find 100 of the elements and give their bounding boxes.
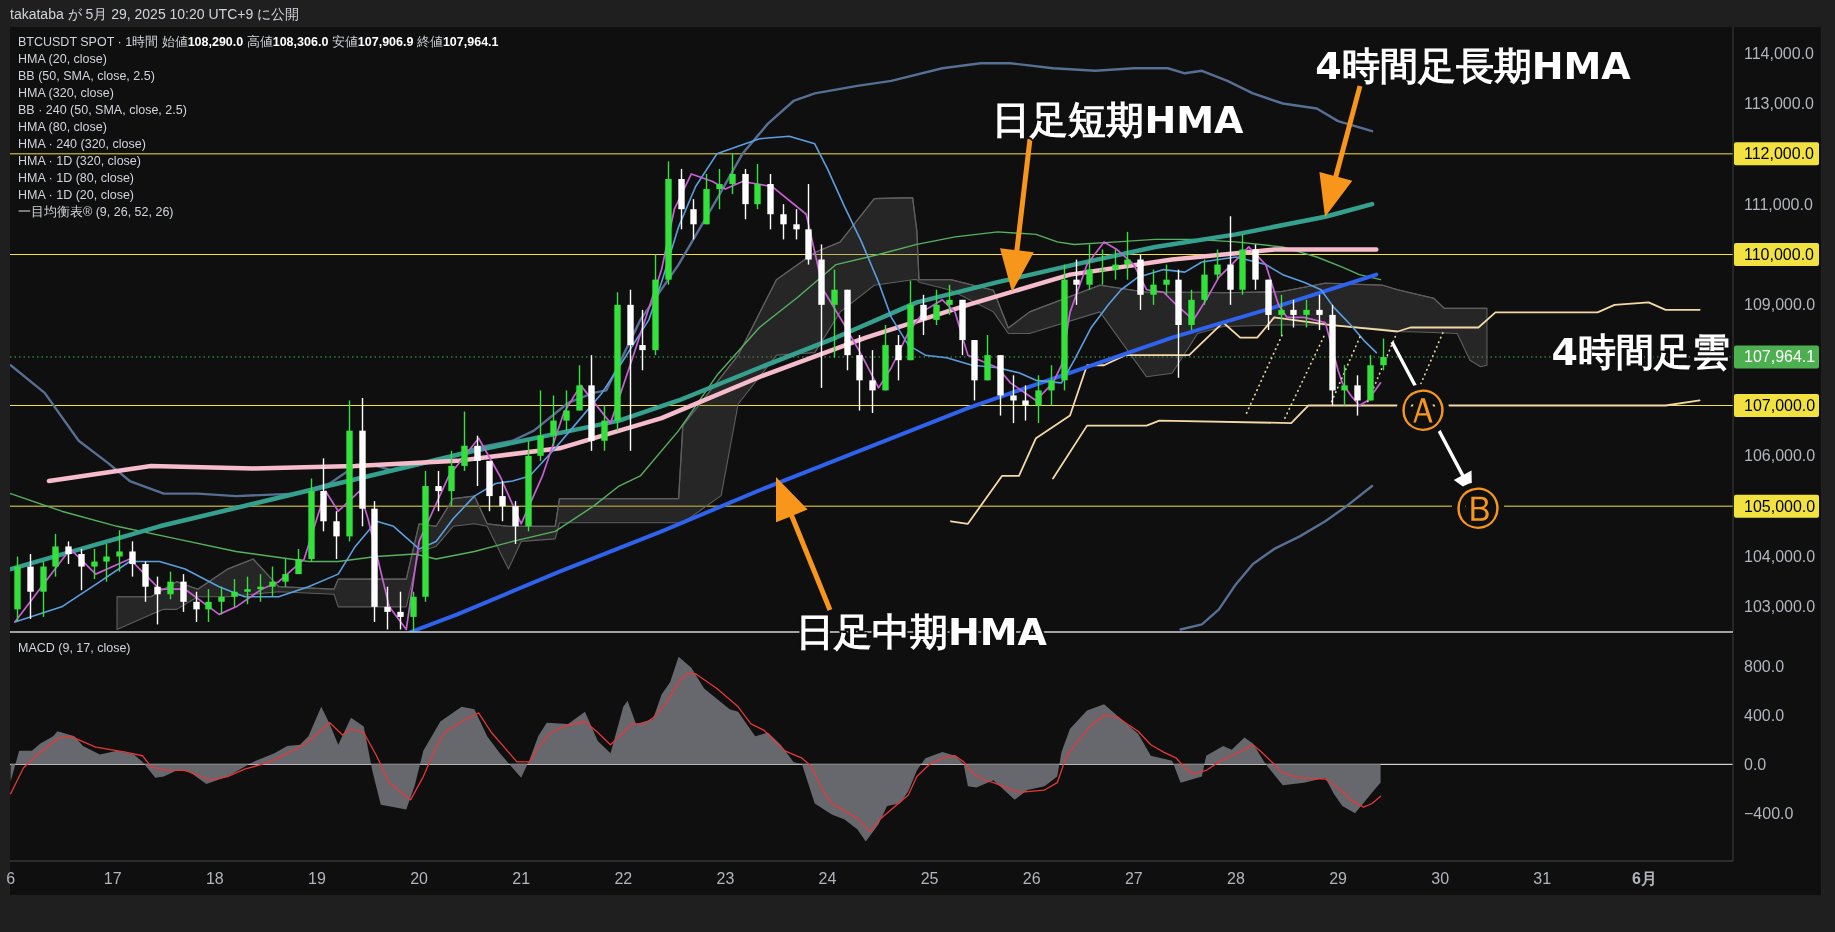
y-tick-label: 106,000.0 [1744,447,1816,465]
candlestick [1163,263,1170,296]
x-tick-label: 20 [410,869,429,887]
candlestick [780,203,787,241]
candlestick [601,404,608,452]
candlestick [537,389,544,462]
annotation: 4時間足長期HMA [1315,44,1632,88]
candlestick [91,548,98,580]
x-tick-label: 24 [818,869,837,887]
y-tick-label: 0.0 [1744,755,1767,773]
candlestick [333,510,340,560]
candlestick [1303,299,1310,329]
candlestick [435,470,442,512]
annotation: HMA (20, close) [18,52,107,66]
annotation: HMA · 1D (320, close) [18,154,141,168]
y-tick-label: 111,000.0 [1744,195,1813,213]
candlestick [244,575,251,606]
x-tick-label: 22 [614,869,633,887]
candlestick [1316,294,1323,331]
candlestick [461,410,468,472]
candlestick [1150,268,1157,306]
candlestick [946,284,953,316]
x-tick-label: 26 [1022,869,1041,887]
candlestick [1380,337,1387,371]
candlestick [154,575,161,626]
candlestick [895,334,902,382]
candlestick [920,294,927,336]
annotation: HMA · 1D (80, close) [18,171,135,185]
candlestick [1124,231,1131,281]
candlestick [218,586,225,616]
y-tick-label: 800.0 [1744,657,1785,675]
line-series [46,247,1379,484]
x-tick-label: 18 [205,869,224,887]
candlestick [1073,258,1080,306]
y-tick-label: 400.0 [1744,706,1785,724]
candlestick [52,533,59,578]
y-tick-label: 104,000.0 [1744,548,1816,565]
candlestick [563,389,570,432]
candlestick [1354,374,1361,417]
candlestick [397,591,404,631]
x-tick-label: 23 [716,869,735,887]
candlestick [410,591,417,632]
y-tick-label: −400.0 [1744,804,1794,822]
candlestick [1099,248,1106,286]
x-tick-label: 6 [6,869,16,887]
x-tick-label: 29 [1329,869,1348,887]
ref-line-label: 112,000.0 [1744,145,1815,163]
candlestick [167,570,174,600]
x-tick-label: 30 [1431,869,1450,887]
candlestick [103,543,110,583]
x-tick-label: 17 [103,869,122,887]
candlestick [716,168,723,210]
candlestick [1010,374,1017,424]
candlestick [1048,364,1055,407]
candlestick [269,565,276,598]
candlestick [295,548,302,575]
candlestick [231,578,238,608]
candlestick [1022,384,1029,422]
annotation: HMA · 1D (20, close) [18,188,135,202]
annotation: BTCUSDT SPOT · 1時間 始値108,290.0 高値108,306.0 安値107,906.9 終値107,964.1 [18,34,499,49]
annotation: HMA (80, close) [18,120,107,134]
candlestick [1086,243,1093,291]
annotation: 4時間足雲 [1551,330,1730,374]
y-tick-label: 109,000.0 [1744,296,1816,314]
annotation: BB · 240 (50, SMA, close, 2.5) [18,103,187,117]
ref-line-label: 107,000.0 [1744,397,1816,414]
candlestick [116,529,123,573]
candlestick [690,198,697,241]
candlestick [550,394,557,447]
x-tick-label: 31 [1533,869,1552,887]
candlestick [754,163,761,210]
y-tick-label: 103,000.0 [1744,598,1816,616]
candlestick [180,573,187,613]
x-tick-label: 19 [308,869,326,887]
candlestick [1035,374,1042,424]
candlestick [1341,364,1348,407]
annotation: HMA (320, close) [18,86,114,100]
line-series [1179,484,1374,631]
ref-line-label: 110,000.0 [1744,246,1815,263]
x-tick-label: 21 [512,869,531,887]
candlestick [205,588,212,623]
annotation: MACD (9, 17, close) [18,641,131,655]
x-tick-label: 25 [920,869,939,887]
ref-line-label: 105,000.0 [1744,497,1816,515]
candlestick [1290,299,1297,329]
ref-line-label: 107,964.1 [1744,348,1816,366]
candlestick [793,208,800,241]
candlestick [474,435,481,487]
text: takataba が 5月 29, 2025 10:20 UTC+9 に公開 [10,6,300,22]
candlestick [1214,248,1221,281]
candlestick [869,349,876,414]
annotation: HMA · 240 (320, close) [18,137,146,151]
annotation: 日足短期HMA [992,98,1245,142]
candlestick [933,289,940,326]
candlestick [129,540,136,578]
candlestick [193,591,200,623]
candlestick [65,540,72,565]
y-tick-label: 114,000.0 [1744,44,1815,62]
candlestick [831,268,838,359]
annotation: BB (50, SMA, close, 2.5) [18,69,155,83]
